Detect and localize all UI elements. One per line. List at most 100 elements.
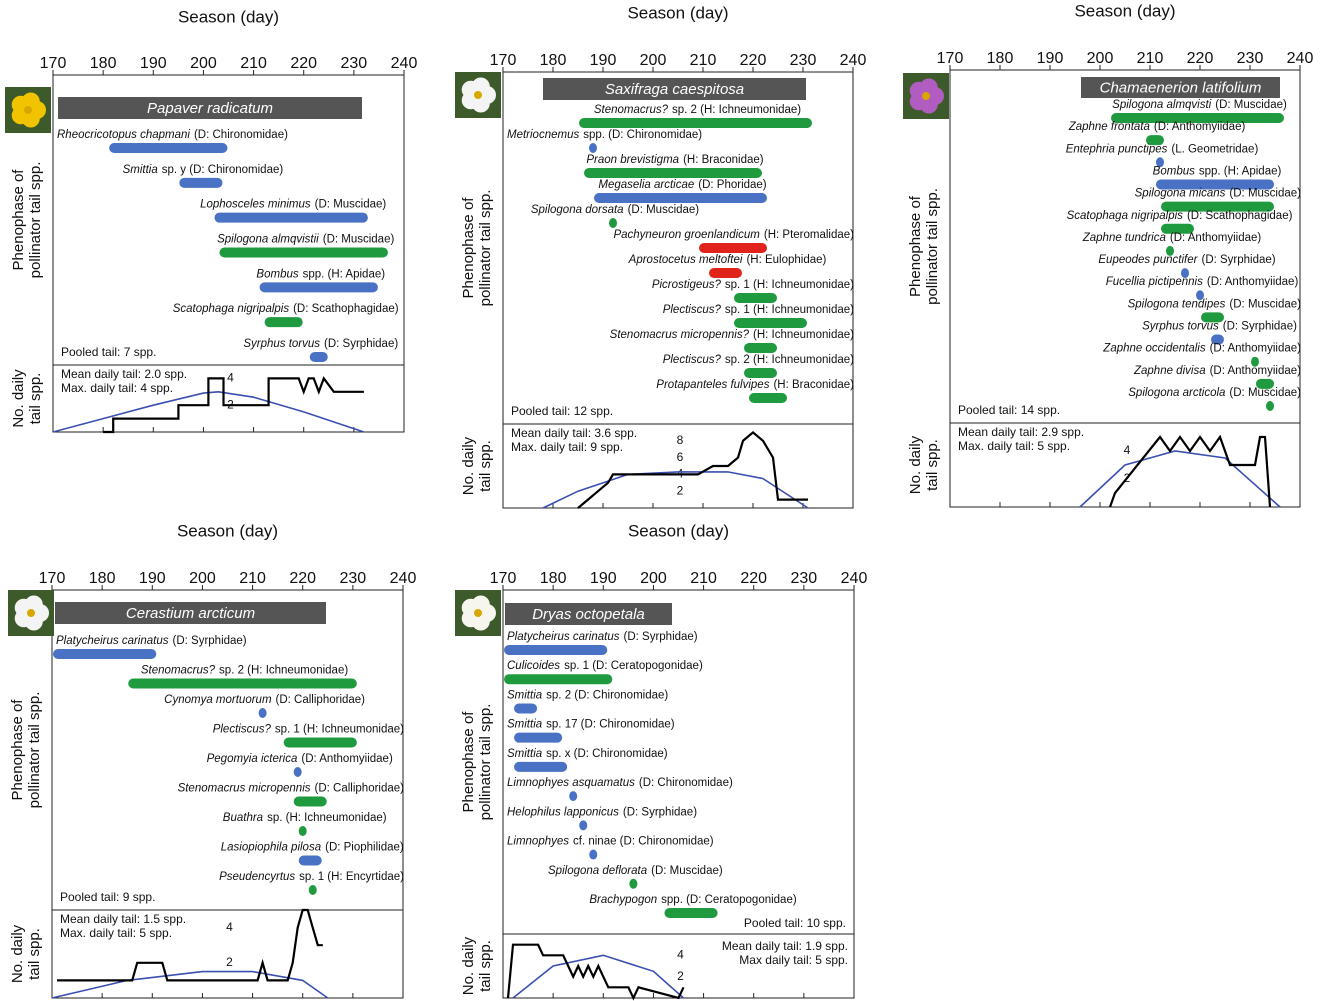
species-name: Protapanteles fulvipes: [656, 379, 769, 391]
species-label: Buathra sp. (H: Ichneumonidae): [223, 812, 387, 824]
phenophase-bar: [699, 243, 767, 253]
species-label: Stenomacrus micropennis? (H: Ichneumonida…: [610, 329, 855, 341]
species-label: Pseudencyrtus sp. 1 (H: Encyrtidae): [219, 871, 404, 883]
species-label: Rheocricotopus chapmani (D: Chironomidae): [57, 129, 288, 141]
daily-frame: [52, 364, 405, 433]
x-axis-label: Season (day): [1074, 1, 1175, 20]
phenophase-bar: [1156, 157, 1164, 168]
y-axis-label: No. daily: [9, 924, 26, 983]
species-name: Limnophyes asquamatus: [507, 777, 635, 789]
phenophase-bar: [629, 878, 638, 889]
species-label: Stenomacrus? sp. 2 (H: Ichneumonidae): [594, 104, 801, 116]
flower-center: [474, 609, 482, 617]
pooled-label: Pooled tail: 9 spp.: [60, 890, 155, 904]
phenophase-bar: [744, 368, 777, 378]
species-label: Syrphus torvus (D: Syrphidae): [1142, 321, 1297, 333]
species-name: Lasiopiophila pilosa: [221, 842, 321, 854]
species-name: Plectiscus?: [663, 354, 722, 366]
species-family: (D: Anthomyiidae): [301, 753, 393, 765]
species-name: Bombus: [1153, 165, 1195, 177]
x-tick-label: 170: [40, 55, 67, 72]
species-name: Stenomacrus micropennis: [178, 783, 311, 795]
phenophase-bar: [579, 820, 588, 831]
species-label: Scatophaga nigripalpis (D: Scathophagidae…: [173, 303, 399, 315]
species-name: Spilogona micans: [1135, 188, 1226, 200]
daily-tick-label: 2: [677, 483, 684, 497]
species-family: sp. x (D: Chironomidae): [546, 748, 668, 760]
phenophase-bar: [1266, 401, 1274, 411]
max-label: Max. daily tail: 9 spp.: [511, 440, 623, 454]
daily-tick-label: 6: [677, 450, 684, 464]
species-label: Spilogona arcticola (D: Muscidae): [1128, 387, 1301, 399]
species-family: (D: Anthomyiidae): [1207, 276, 1299, 288]
x-tick-label: 220: [289, 570, 316, 587]
x-tick-label: 180: [89, 570, 116, 587]
species-family: sp. 17 (D: Chironomidae): [546, 719, 675, 731]
phenophase-bar: [589, 143, 597, 153]
species-family: sp. 2 (H: Ichneumonidae): [725, 354, 854, 366]
species-label: Entephria punctipes (L. Geometridae): [1066, 143, 1259, 155]
x-tick-label: 200: [190, 55, 217, 72]
species-family: sp. 2 (H: Ichneumonidae): [219, 665, 348, 677]
y-axis-label: pollinator tail spp.: [477, 190, 494, 307]
species-label: Zaphne divisa (D: Anthomyiidae): [1133, 365, 1301, 377]
x-tick-label: 170: [39, 570, 66, 587]
x-tick-label: 210: [1137, 50, 1164, 67]
species-family: (H: Eulophidae): [746, 254, 826, 266]
phenophase-bar: [1181, 268, 1189, 279]
species-name: Metriocnemus: [507, 129, 579, 141]
x-tick-label: 200: [189, 570, 216, 587]
max-label: Max. daily tail: 4 spp.: [61, 381, 173, 395]
x-tick-label: 240: [841, 570, 868, 587]
species-name: Buathra: [223, 812, 263, 824]
phenophase-bar: [1146, 135, 1164, 146]
species-label: Smittia sp. 17 (D: Chironomidae): [507, 719, 675, 731]
x-tick-label: 200: [640, 52, 667, 69]
species-label: Zaphne frontata (D: Anthomyiidae): [1068, 121, 1246, 133]
species-name: Aprostocetus meltoftei: [628, 254, 743, 266]
y-axis-label: pollinator tail spp.: [26, 692, 43, 809]
species-label: Spilogona tendipes (D: Muscidae): [1128, 298, 1302, 310]
x-axis-label: Season (day): [177, 521, 278, 540]
phenophase-bar: [259, 282, 378, 293]
species-label: Cynomya mortuorum (D: Calliphoridae): [164, 694, 365, 706]
phenophase-bar: [609, 218, 617, 228]
petal: [24, 595, 43, 614]
species-family: (H: Braconidae): [773, 379, 854, 391]
phenophase-bar: [594, 193, 767, 203]
phenophase-bar: [1161, 223, 1194, 234]
model-curve: [1079, 450, 1281, 508]
species-family: (D: Syrphidae): [1223, 321, 1297, 333]
species-name: Plectiscus?: [663, 304, 722, 316]
x-tick-label: 220: [740, 570, 767, 587]
species-name: Megaselia arcticae: [598, 179, 694, 191]
phenophase-bar: [1251, 356, 1259, 367]
pooled-label: Pooled tail: 7 spp.: [61, 345, 156, 359]
species-name: Syrphus torvus: [1142, 321, 1219, 333]
max-label: Max. daily tail: 5 spp.: [958, 439, 1070, 453]
species-name: Picrostigeus?: [652, 279, 722, 291]
species-name: Rheocricotopus chapmani: [57, 129, 190, 141]
species-family: sp. 1 (H: Ichneumonidae): [725, 304, 854, 316]
y-axis-label: pollinator tail spp.: [924, 188, 941, 305]
species-name: Fucellia pictipennis: [1106, 276, 1203, 288]
max-label: Max. daily tail: 5 spp.: [60, 926, 172, 940]
mean-label: Mean daily tail: 1.5 spp.: [60, 912, 186, 926]
mean-label: Mean daily tail: 2.9 spp.: [958, 425, 1084, 439]
phenophase-bar: [504, 674, 613, 685]
phenophase-bar: [53, 649, 157, 659]
species-family: spp. (D: Chironomidae): [583, 129, 702, 141]
species-family: cf. ninae (D: Chironomidae): [573, 836, 714, 848]
phenophase-bar: [1161, 201, 1274, 212]
species-family: (D: Anthomyiidae): [1154, 121, 1246, 133]
daily-tick-label: 4: [226, 920, 233, 934]
species-label: Limnophyes asquamatus (D: Chironomidae): [507, 777, 733, 789]
phenophase-bar: [514, 732, 563, 743]
model-curve: [51, 970, 329, 999]
species-label: Zaphne occidentalis (D: Anthomyiidae): [1102, 343, 1301, 355]
x-tick-label: 240: [1287, 50, 1314, 67]
x-tick-label: 210: [690, 52, 717, 69]
x-tick-label: 210: [239, 570, 266, 587]
x-tick-label: 180: [540, 52, 567, 69]
